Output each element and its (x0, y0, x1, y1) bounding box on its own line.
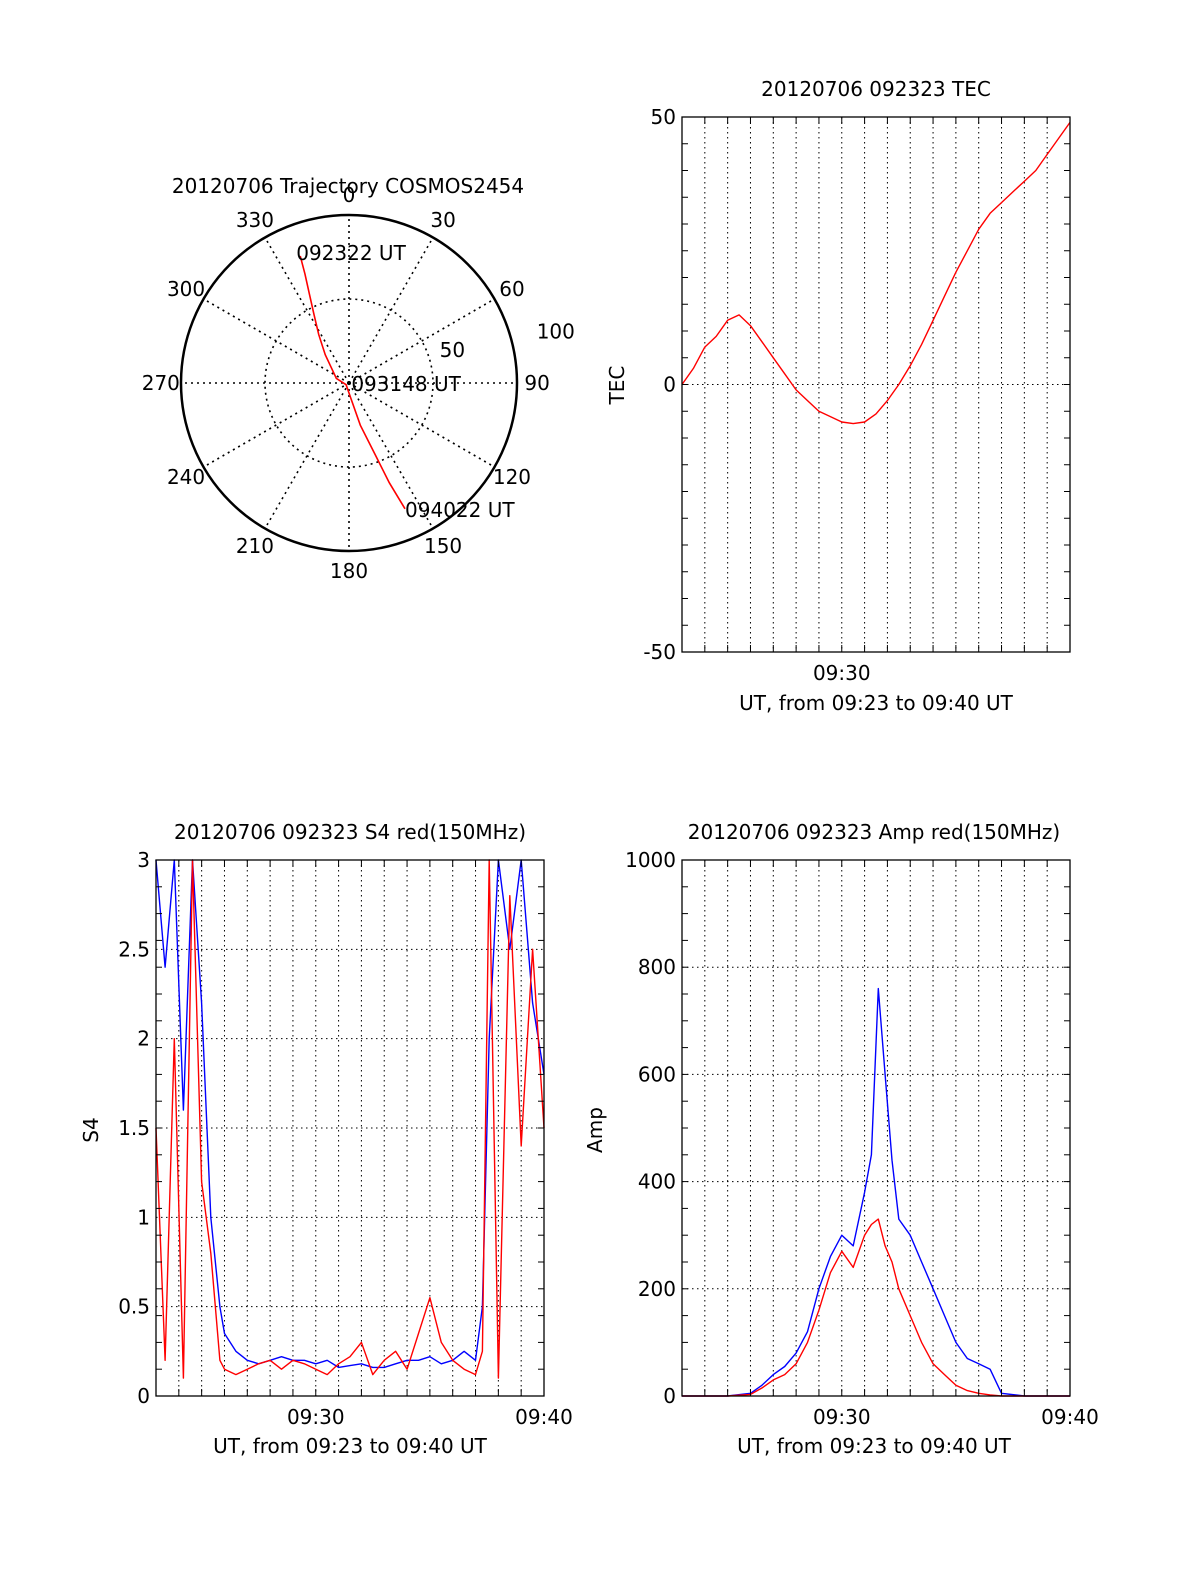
amp-y-tick-label: 200 (638, 1277, 676, 1301)
amp-y-tick-label: 1000 (625, 848, 676, 872)
polar-annotations: 092322 UT 093148 UT 094022 UT (296, 241, 515, 522)
amp-x-tick-label: 09:40 (1041, 1405, 1099, 1429)
polar-azimuth-label: 270 (142, 371, 180, 395)
tec-plot-area: -50 0 50 09:30 (643, 105, 1071, 685)
s4-series-line (155, 859, 545, 1379)
s4-y-tick-label: 3 (137, 848, 150, 872)
tec-plot-frame (681, 116, 1071, 653)
tec-series-line (681, 121, 1071, 425)
polar-azimuth-label: 240 (167, 465, 205, 489)
s4-series-line (155, 859, 545, 1369)
polar-time-annotation: 093148 UT (351, 372, 461, 396)
polar-azimuth-label: 30 (430, 208, 455, 232)
polar-chart-title: 20120706 Trajectory COSMOS2454 (172, 174, 524, 198)
polar-labels: 0 30 60 90 120 150 180 210 240 270 300 330 50 100 (142, 183, 575, 583)
amp-series-line (682, 1218, 1070, 1397)
tec-chart-title: 20120706 092323 TEC (761, 77, 991, 101)
polar-time-annotation: 092322 UT (296, 241, 406, 265)
tec-y-tick-label: -50 (643, 640, 676, 664)
amp-y-tick-label: 800 (638, 955, 676, 979)
s4-y-tick-label: 1 (137, 1205, 150, 1229)
polar-azimuth-label: 300 (167, 277, 205, 301)
polar-spoke (203, 298, 350, 384)
s4-y-tick-label: 2 (137, 1027, 150, 1051)
s4-y-tick-label: 0 (137, 1384, 150, 1408)
tec-x-tick-label: 09:30 (813, 661, 871, 685)
amp-plot-area: 0 200 400 600 800 1000 09:30 09:40 (625, 848, 1099, 1429)
amp-series-line (682, 987, 1070, 1397)
s4-y-tick-label: 1.5 (118, 1116, 150, 1140)
polar-spoke (348, 382, 434, 529)
s4-y-axis-label: S4 (79, 1117, 103, 1142)
amp-y-axis-label: Amp (583, 1107, 607, 1153)
polar-spoke (348, 298, 495, 384)
s4-x-axis-label: UT, from 09:23 to 09:40 UT (213, 1434, 488, 1458)
polar-azimuth-label: 90 (524, 371, 549, 395)
tec-y-axis-label: TEC (605, 366, 629, 406)
polar-spoke (264, 237, 350, 384)
polar-radial-label: 100 (537, 320, 575, 344)
polar-spoke (348, 382, 495, 468)
polar-trajectory-group (299, 255, 406, 510)
polar-azimuth-label: 210 (236, 534, 274, 558)
amp-y-tick-label: 400 (638, 1170, 676, 1194)
polar-trajectory-chart: 20120706 Trajectory COSMOS2454 0 30 60 90 12… (142, 174, 575, 583)
s4-x-tick-label: 09:30 (287, 1405, 345, 1429)
tec-y-tick-label: 50 (651, 105, 676, 129)
polar-azimuth-label: 330 (236, 208, 274, 232)
polar-time-annotation: 094022 UT (405, 498, 515, 522)
polar-radial-label: 50 (440, 338, 465, 362)
s4-plot-area: 0 0.5 1 1.5 2 2.5 3 09:30 09:40 (118, 848, 573, 1429)
amp-x-tick-label: 09:30 (813, 1405, 871, 1429)
polar-outer-ring (179, 213, 519, 553)
amp-chart: 20120706 092323 Amp red(150MHz) UT, from… (583, 820, 1099, 1458)
tec-x-axis-label: UT, from 09:23 to 09:40 UT (739, 691, 1014, 715)
amp-y-tick-label: 600 (638, 1062, 676, 1086)
polar-spoke (203, 382, 350, 468)
s4-x-tick-label: 09:40 (515, 1405, 573, 1429)
amp-chart-title: 20120706 092323 Amp red(150MHz) (688, 820, 1060, 844)
amp-plot-frame (681, 859, 1071, 1397)
polar-azimuth-label: 0 (343, 183, 356, 207)
tec-chart: 20120706 092323 TEC UT, from 09:23 to 09… (605, 77, 1071, 715)
s4-chart-title: 20120706 092323 S4 red(150MHz) (174, 820, 526, 844)
s4-y-tick-label: 0.5 (118, 1295, 150, 1319)
s4-chart: 20120706 092323 S4 red(150MHz) UT, from … (79, 820, 573, 1458)
s4-y-tick-label: 2.5 (118, 937, 150, 961)
polar-azimuth-label: 120 (493, 465, 531, 489)
polar-trajectory-line (299, 255, 406, 510)
polar-azimuth-label: 60 (499, 277, 524, 301)
polar-spoke (348, 237, 434, 384)
polar-azimuth-label: 180 (330, 559, 368, 583)
polar-grid (179, 213, 519, 553)
polar-azimuth-label: 150 (424, 534, 462, 558)
amp-y-tick-label: 0 (663, 1384, 676, 1408)
tec-y-tick-label: 0 (663, 373, 676, 397)
polar-spoke (264, 382, 350, 529)
amp-x-axis-label: UT, from 09:23 to 09:40 UT (737, 1434, 1012, 1458)
